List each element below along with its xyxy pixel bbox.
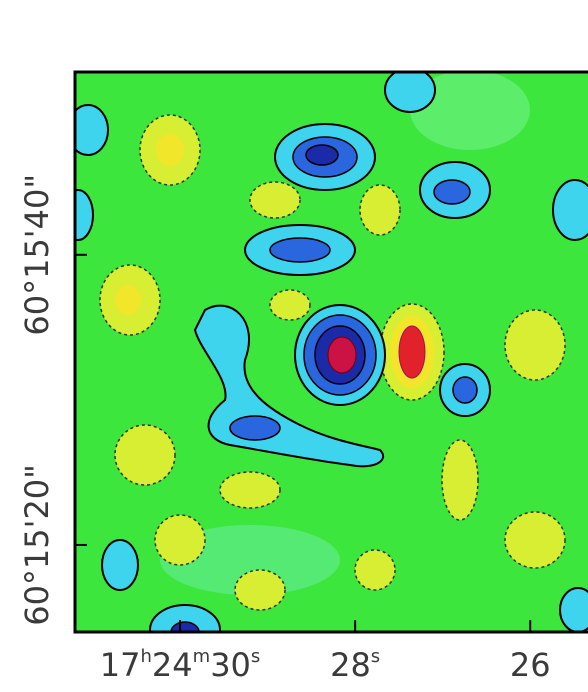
positive-contour [220, 472, 280, 508]
negative-contour [270, 238, 330, 262]
y-tick-label: 60°15'20" [18, 464, 56, 626]
y-tick-label: 60°15'40" [18, 174, 56, 336]
negative-contour [560, 588, 588, 632]
positive-contour [270, 290, 310, 320]
chart: 17h24m30s 28s 26 60°15'20" 60°15'40" [0, 0, 588, 692]
negative-contour [385, 68, 435, 112]
negative-contour [553, 180, 588, 240]
positive-peak [156, 134, 184, 166]
positive-contour [355, 550, 395, 590]
positive-contour [235, 570, 285, 610]
positive-contour [442, 440, 478, 520]
negative-contour [434, 180, 470, 204]
negative-contour [230, 416, 280, 440]
negative-contour [63, 190, 93, 240]
map-image [63, 68, 588, 655]
positive-contour [360, 185, 400, 235]
positive-peak [399, 326, 425, 378]
positive-peak [115, 285, 141, 315]
negative-peak [306, 145, 338, 165]
positive-contour [250, 182, 300, 218]
negative-contour [102, 540, 138, 590]
x-tick-label: 17h24m30s [100, 646, 261, 684]
peak [328, 337, 356, 373]
positive-contour [505, 310, 565, 380]
positive-contour [155, 515, 205, 565]
x-tick-label: 28s [330, 646, 380, 684]
positive-contour [115, 425, 175, 485]
x-tick-label: 26 [510, 646, 551, 684]
negative-contour [453, 377, 477, 403]
positive-contour [505, 512, 565, 568]
